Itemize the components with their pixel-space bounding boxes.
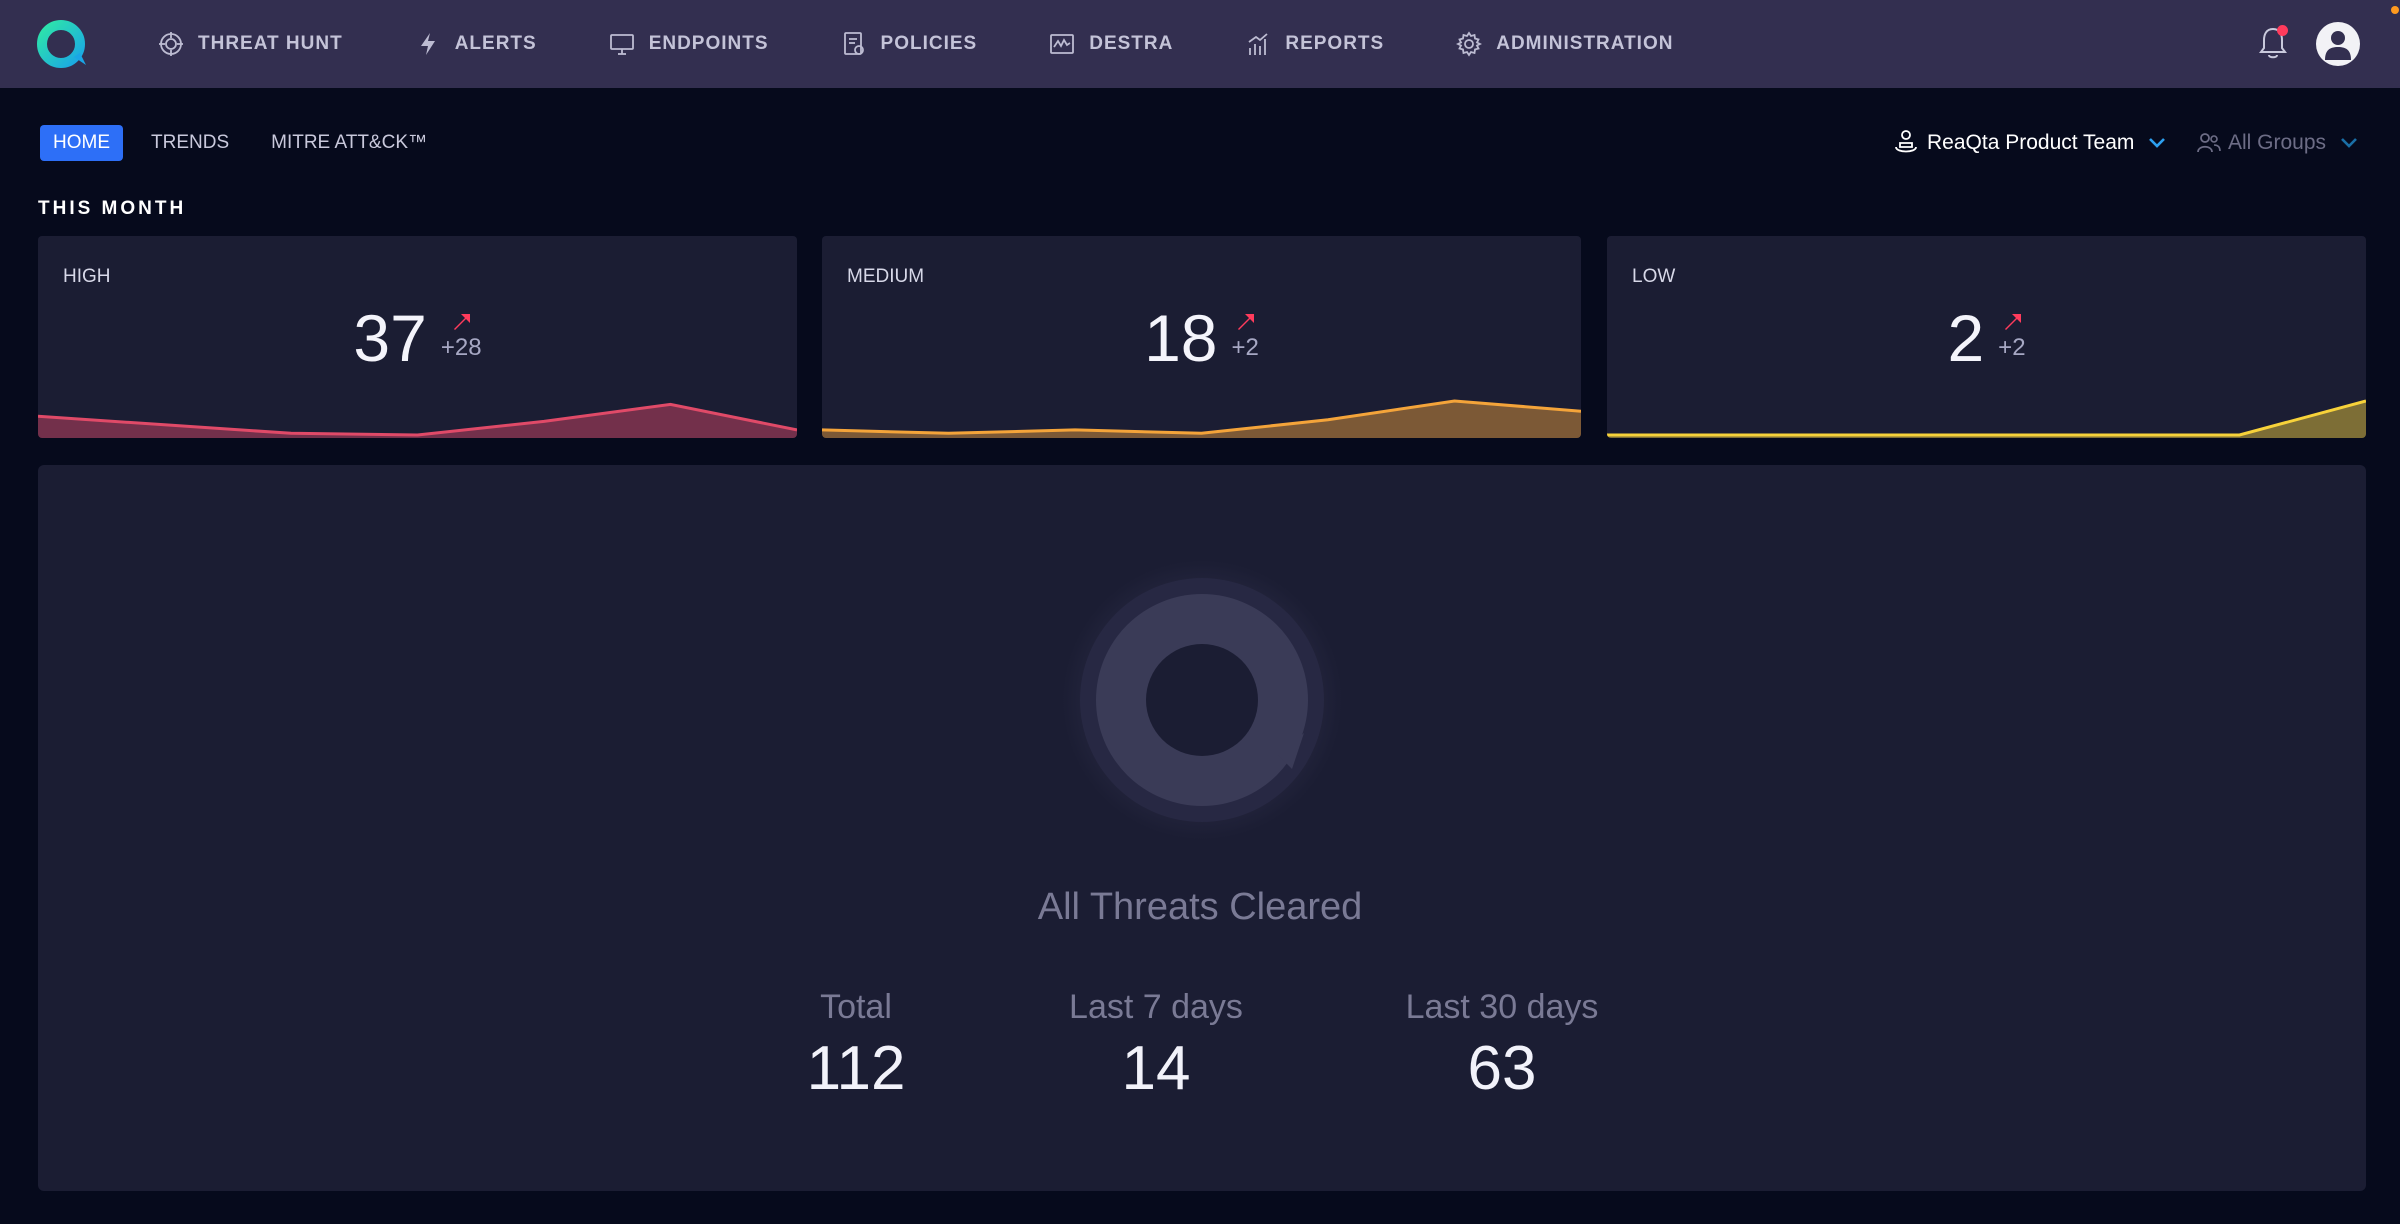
- card-value-group: 18 +2: [822, 298, 1581, 378]
- nav-policies[interactable]: POLICIES: [841, 0, 978, 88]
- trend-up-arrow-icon: [2004, 314, 2021, 330]
- sparkline-line: [38, 402, 797, 437]
- nav-administration-label: ADMINISTRATION: [1496, 33, 1674, 54]
- top-navigation-bar: THREAT HUNT ALERTS ENDPOINTS POLICIES DE…: [0, 0, 2400, 88]
- card-value-group: 2 +2: [1607, 298, 2366, 378]
- card-label: LOW: [1632, 266, 1676, 287]
- threats-cleared-title: All Threats Cleared: [1037, 886, 1363, 928]
- nav-reports-label: REPORTS: [1285, 33, 1385, 54]
- destra-chart-icon: [1049, 31, 1075, 57]
- nav-policies-label: POLICIES: [880, 33, 978, 54]
- sparkline-area: [38, 404, 797, 438]
- nav-destra-label: DESTRA: [1089, 33, 1174, 54]
- nav-administration[interactable]: ADMINISTRATION: [1456, 0, 1673, 88]
- policy-document-icon: [841, 31, 867, 57]
- sparkline-area: [1607, 401, 2366, 438]
- team-icon: [1895, 130, 1917, 153]
- stat-last-30-days: Last 30 days 63: [1392, 988, 1612, 1104]
- nav-alerts-label: ALERTS: [454, 33, 537, 54]
- card-delta: +2: [1998, 298, 2026, 362]
- nav-destra[interactable]: DESTRA: [1049, 0, 1173, 88]
- tab-home[interactable]: HOME: [40, 125, 123, 161]
- gear-icon: [1456, 31, 1483, 57]
- team-selector-label: ReaQta Product Team: [1927, 131, 2135, 154]
- stat-last-7-days: Last 7 days 14: [1056, 988, 1256, 1104]
- stat-value: 63: [1467, 1034, 1537, 1103]
- stat-value: 14: [1121, 1034, 1191, 1103]
- main-nav: THREAT HUNT ALERTS ENDPOINTS POLICIES DE…: [158, 0, 1745, 88]
- chevron-down-icon: [2149, 138, 2166, 148]
- stat-label: Last 30 days: [1405, 988, 1599, 1026]
- section-title: THIS MONTH: [38, 198, 187, 219]
- window-status-dot: [2391, 6, 2399, 14]
- sparkline-medium: [822, 399, 1581, 438]
- card-label: MEDIUM: [847, 266, 925, 287]
- stat-value: 112: [806, 1034, 906, 1103]
- nav-threat-hunt-label: THREAT HUNT: [198, 33, 343, 54]
- card-delta-value: +2: [1998, 334, 2026, 361]
- dashboard-tabs: HOME TRENDS MITRE ATT&CK™: [40, 125, 469, 161]
- tab-trends[interactable]: TRENDS: [151, 132, 230, 153]
- user-icon: [2325, 31, 2351, 60]
- groups-selector[interactable]: All Groups: [2196, 128, 2358, 158]
- sparkline-low: [1607, 399, 2366, 438]
- card-count: 37: [353, 301, 427, 375]
- nav-threat-hunt[interactable]: THREAT HUNT: [158, 0, 343, 88]
- nav-alerts[interactable]: ALERTS: [415, 0, 537, 88]
- severity-card-medium[interactable]: MEDIUM 18 +2: [822, 236, 1581, 438]
- user-avatar[interactable]: [2316, 22, 2360, 66]
- lightning-icon: [415, 31, 441, 57]
- sparkline-line: [1607, 399, 2366, 437]
- severity-card-high[interactable]: HIGH 37 +28: [38, 236, 797, 438]
- chevron-down-icon: [2341, 138, 2357, 148]
- stat-total: Total 112: [806, 988, 906, 1104]
- sparkline-line: [822, 399, 1581, 435]
- card-label: HIGH: [63, 266, 111, 287]
- card-delta: +28: [441, 298, 482, 362]
- threats-cleared-ring-icon: [1062, 560, 1342, 840]
- nav-reports[interactable]: REPORTS: [1245, 0, 1384, 88]
- sparkline-high: [38, 402, 797, 438]
- severity-card-low[interactable]: LOW 2 +2: [1607, 236, 2366, 438]
- reaqta-logo-icon[interactable]: [36, 19, 90, 73]
- stat-label: Last 7 days: [1069, 988, 1243, 1026]
- bar-chart-icon: [1245, 31, 1271, 57]
- groups-selector-label: All Groups: [2228, 131, 2327, 154]
- tab-mitre-attack[interactable]: MITRE ATT&CK™: [271, 132, 428, 153]
- card-count: 2: [1947, 301, 1985, 375]
- trend-up-arrow-icon: [1238, 314, 1255, 330]
- team-selector[interactable]: ReaQta Product Team: [1893, 128, 2166, 158]
- card-delta-value: +2: [1231, 334, 1259, 361]
- nav-endpoints-label: ENDPOINTS: [648, 33, 769, 54]
- sparkline-area: [822, 401, 1581, 438]
- card-value-group: 37 +28: [38, 298, 797, 378]
- nav-endpoints[interactable]: ENDPOINTS: [609, 0, 769, 88]
- card-count: 18: [1144, 301, 1218, 375]
- trend-up-arrow-icon: [454, 314, 471, 330]
- card-delta-value: +28: [440, 334, 482, 361]
- groups-icon: [2197, 133, 2221, 153]
- crosshair-icon: [158, 31, 184, 57]
- notification-badge: [2277, 25, 2288, 36]
- monitor-icon: [609, 31, 635, 57]
- stat-label: Total: [820, 988, 892, 1026]
- card-delta: +2: [1232, 298, 1259, 362]
